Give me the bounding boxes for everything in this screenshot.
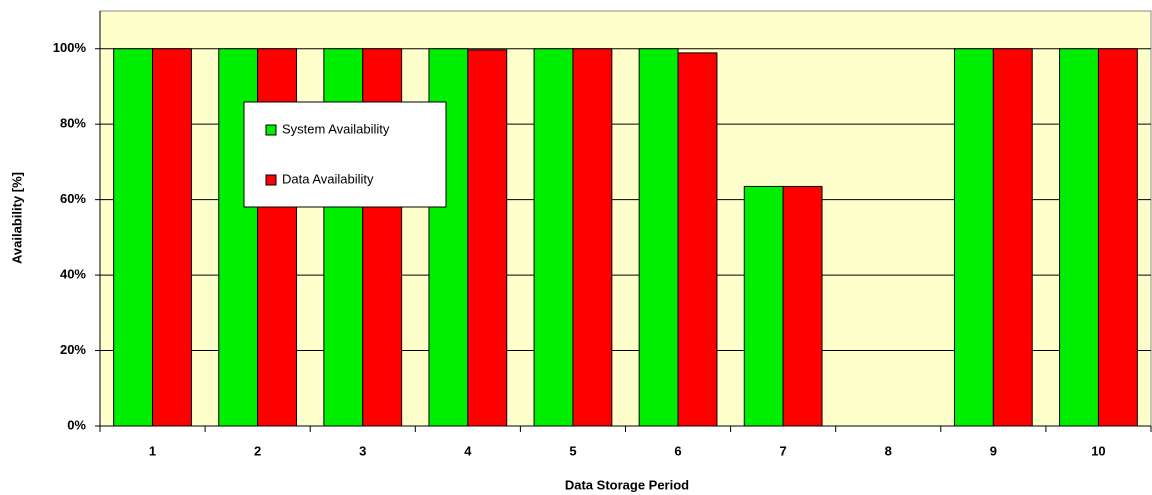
- y-tick-label: 20%: [60, 342, 86, 357]
- y-tick-label: 80%: [60, 116, 86, 131]
- bar: [992, 48, 1033, 427]
- bar: [1059, 48, 1099, 427]
- x-tick-label: 10: [1091, 443, 1105, 458]
- y-axis-label: Availability [%]: [9, 172, 24, 264]
- y-tick-label: 0%: [67, 417, 86, 432]
- x-tick-label: 9: [990, 443, 997, 458]
- bar: [743, 185, 784, 427]
- x-tick-label: 3: [359, 443, 366, 458]
- bar: [953, 48, 994, 427]
- x-tick-label: 6: [674, 443, 681, 458]
- legend-label: System Availability: [282, 121, 390, 136]
- x-tick-label: 5: [569, 443, 576, 458]
- y-tick-label: 40%: [60, 267, 86, 282]
- bar: [1097, 48, 1138, 427]
- y-tick-label: 60%: [60, 191, 86, 206]
- bar: [572, 48, 613, 427]
- y-tick-label: 100%: [53, 40, 87, 55]
- x-tick-label: 7: [780, 443, 787, 458]
- bar: [467, 49, 508, 427]
- x-tick-label: 1: [149, 443, 156, 458]
- legend-box: [243, 101, 447, 208]
- bar: [638, 48, 679, 427]
- x-tick-label: 4: [464, 443, 472, 458]
- x-axis-label: Data Storage Period: [565, 477, 689, 492]
- legend: System Availability Data Availability: [243, 101, 447, 208]
- legend-label: Data Availability: [282, 171, 374, 186]
- bar: [533, 48, 574, 427]
- x-tick-label: 2: [254, 443, 261, 458]
- bar: [152, 48, 192, 427]
- legend-swatch: [265, 174, 277, 186]
- bar: [677, 52, 718, 427]
- legend-swatch: [265, 124, 277, 136]
- x-tick-label: 8: [885, 443, 892, 458]
- bar: [782, 185, 823, 427]
- bar: [113, 48, 154, 427]
